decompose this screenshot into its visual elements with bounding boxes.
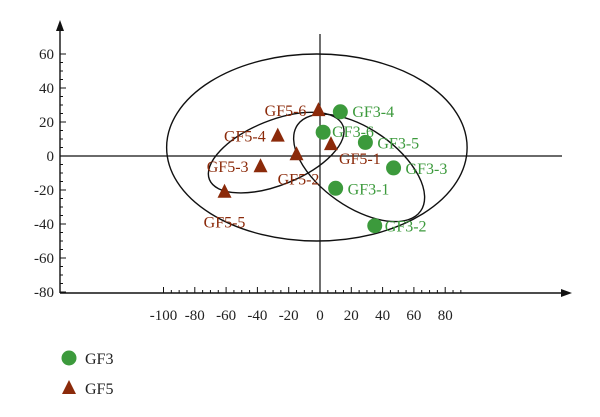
y-tick-label: -80	[34, 285, 54, 301]
point-label: GF3-1	[348, 181, 390, 198]
axes: 60 40 20 0 -20 -40 -60 -80 -100 -80 -60 -40 -20 0 20 40…	[34, 20, 572, 324]
x-tick-label: -20	[279, 308, 299, 324]
ellipse-3	[292, 113, 426, 223]
point-label: GF3-5	[377, 135, 419, 152]
point-gf3-3	[386, 160, 402, 176]
point-gf5-6	[311, 102, 326, 117]
x-tick-label: 20	[344, 308, 359, 324]
x-tick-label: 40	[375, 308, 390, 324]
legend-marker-gf3	[61, 350, 77, 366]
point-label: GF3-6	[332, 124, 374, 141]
y-tick-label: -20	[34, 183, 54, 199]
legend-label-gf5: GF5	[85, 381, 113, 398]
x-tick-label: -100	[150, 308, 178, 324]
x-tick-label: -80	[185, 308, 205, 324]
point-label: GF3-3	[406, 161, 448, 178]
point-gf3-4	[332, 104, 348, 120]
point-label: GF5-2	[278, 171, 320, 188]
y-axis-arrow	[56, 20, 64, 31]
legend: GF3 GF5	[61, 350, 113, 398]
x-tick-label: 0	[316, 308, 324, 324]
confidence-ellipses	[165, 53, 468, 242]
point-label: GF5-6	[265, 103, 307, 120]
x-tick-label: -40	[247, 308, 267, 324]
point-label: GF5-3	[207, 159, 249, 176]
point-label: GF3-4	[352, 104, 394, 121]
legend-label-gf3: GF3	[85, 351, 113, 368]
point-label: GF3-2	[385, 219, 427, 236]
point-gf5-4	[270, 127, 285, 142]
point-gf3-2	[367, 218, 383, 234]
ellipse-2	[207, 111, 345, 194]
point-gf5-1	[323, 136, 338, 151]
x-axis-arrow	[561, 289, 572, 297]
x-tick-label: -60	[216, 308, 236, 324]
point-gf5-5	[217, 183, 232, 198]
y-tick-label: 60	[39, 47, 54, 63]
point-gf3-1	[328, 180, 344, 196]
x-tick-label: 80	[438, 308, 453, 324]
y-tick-label: -60	[34, 251, 54, 267]
legend-marker-gf5	[62, 380, 76, 394]
point-label: GF5-1	[339, 151, 381, 168]
point-gf5-2	[289, 146, 304, 161]
point-gf3-6	[315, 124, 331, 140]
ellipse-1	[165, 53, 468, 242]
y-tick-label: 20	[39, 115, 54, 131]
point-gf3-5	[357, 134, 373, 150]
point-gf5-3	[253, 158, 268, 173]
y-tick-label: -40	[34, 217, 54, 233]
x-tick-label: 60	[406, 308, 421, 324]
y-tick-label: 40	[39, 81, 54, 97]
point-label: GF5-5	[204, 215, 246, 232]
y-tick-label: 0	[47, 149, 55, 165]
point-label: GF5-4	[224, 129, 266, 146]
